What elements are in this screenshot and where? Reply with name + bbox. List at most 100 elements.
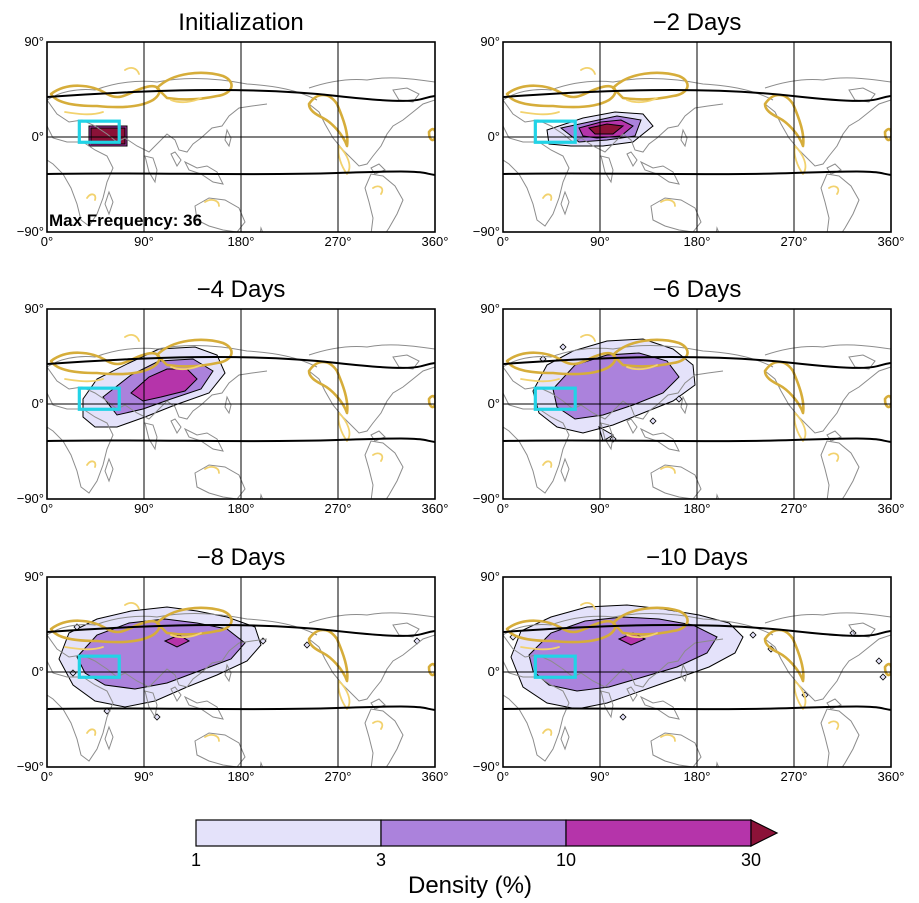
source-region-box [533, 386, 577, 411]
lon-tick-label: 0° [41, 769, 53, 784]
lon-tick-label: 90° [590, 234, 610, 249]
lat-tick-label: 90° [24, 34, 44, 49]
lat-tick-label: −90° [473, 224, 500, 239]
max-frequency-label: Max Frequency: 36 [49, 211, 202, 230]
lat-tick-label: 0° [488, 129, 500, 144]
subtropical-line-north [47, 623, 435, 637]
lon-tick-label: 360° [878, 234, 905, 249]
lat-tick-label: −90° [17, 759, 44, 774]
map-panel: Initialization Max Frequency: 36 0° 90° 180°… [17, 9, 449, 249]
lat-tick-label: 90° [480, 301, 500, 316]
map-frame [502, 308, 892, 500]
subtropical-line-north [503, 88, 891, 102]
lon-tick-label: 360° [878, 769, 905, 784]
lat-tick-label: 0° [32, 129, 44, 144]
lon-tick-label: 0° [41, 501, 53, 516]
gridlines [503, 309, 891, 499]
lon-tick-label: 180° [228, 234, 255, 249]
source-region-box [77, 119, 121, 144]
lon-tick-label: 0° [497, 501, 509, 516]
subtropical-line-south [503, 170, 891, 176]
lat-tick-label: 90° [480, 569, 500, 584]
density-colorbar: 1 3 10 30 [191, 819, 779, 870]
lon-tick-label: 360° [422, 501, 449, 516]
map-frame [46, 308, 436, 500]
subtropical-line-south [503, 437, 891, 443]
lon-tick-label: 0° [41, 234, 53, 249]
lon-tick-label: 0° [497, 769, 509, 784]
colorbar-tick-label: 1 [191, 850, 201, 870]
gridlines [503, 577, 891, 767]
colorbar-extend-arrow [750, 819, 779, 847]
lat-tick-label: 90° [480, 34, 500, 49]
map-frame [502, 41, 892, 233]
lon-tick-label: 360° [422, 234, 449, 249]
subtropical-line-south [47, 437, 435, 443]
subtropical-line-south [47, 170, 435, 176]
lat-tick-label: 0° [488, 396, 500, 411]
subtropical-line-south [47, 705, 435, 711]
lat-tick-label: 90° [24, 569, 44, 584]
colorbar-tick-label: 30 [741, 850, 761, 870]
lon-tick-label: 90° [134, 769, 154, 784]
panel-title: −8 Days [197, 544, 286, 571]
source-region-box [77, 386, 121, 411]
subtropical-line-north [503, 623, 891, 637]
lon-tick-label: 0° [497, 234, 509, 249]
colorbar-label: Density (%) [408, 872, 532, 899]
panel-title: −6 Days [653, 276, 742, 303]
lon-tick-label: 90° [590, 769, 610, 784]
lon-tick-label: 360° [422, 769, 449, 784]
colorbar-bin [380, 819, 567, 847]
lon-tick-label: 180° [684, 234, 711, 249]
lat-tick-label: 0° [488, 664, 500, 679]
gridlines [47, 309, 435, 499]
lat-tick-label: 90° [24, 301, 44, 316]
colorbar-bin [195, 819, 382, 847]
colorbar-tick-label: 10 [556, 850, 576, 870]
lon-tick-label: 90° [134, 234, 154, 249]
map-frame [502, 576, 892, 768]
lat-tick-label: 0° [32, 396, 44, 411]
colorbar-bin [565, 819, 752, 847]
lat-tick-label: −90° [17, 491, 44, 506]
gridlines [47, 42, 435, 232]
lon-tick-label: 90° [134, 501, 154, 516]
lon-tick-label: 270° [781, 501, 808, 516]
panel-title: −2 Days [653, 9, 742, 36]
lon-tick-label: 270° [325, 769, 352, 784]
lat-tick-label: 0° [32, 664, 44, 679]
gridlines [503, 42, 891, 232]
lon-tick-label: 180° [684, 769, 711, 784]
subtropical-line-south [503, 705, 891, 711]
source-region-box [533, 654, 577, 679]
lat-tick-label: −90° [17, 224, 44, 239]
panel-title: Initialization [178, 9, 303, 36]
source-region-box [77, 654, 121, 679]
map-frame [46, 576, 436, 768]
gridlines [47, 577, 435, 767]
lon-tick-label: 270° [325, 501, 352, 516]
lon-tick-label: 90° [590, 501, 610, 516]
subtropical-line-north [503, 355, 891, 369]
lon-tick-label: 180° [684, 501, 711, 516]
source-region-box [533, 119, 577, 144]
panel-title: −4 Days [197, 276, 286, 303]
lon-tick-label: 180° [228, 769, 255, 784]
lon-tick-label: 270° [781, 234, 808, 249]
colorbar-tick-label: 3 [376, 850, 386, 870]
lon-tick-label: 270° [781, 769, 808, 784]
subtropical-line-north [47, 355, 435, 369]
lon-tick-label: 360° [878, 501, 905, 516]
panel-title: −10 Days [646, 544, 748, 571]
lat-tick-label: −90° [473, 759, 500, 774]
subtropical-line-north [47, 88, 435, 102]
map-frame [46, 41, 436, 233]
lat-tick-label: −90° [473, 491, 500, 506]
